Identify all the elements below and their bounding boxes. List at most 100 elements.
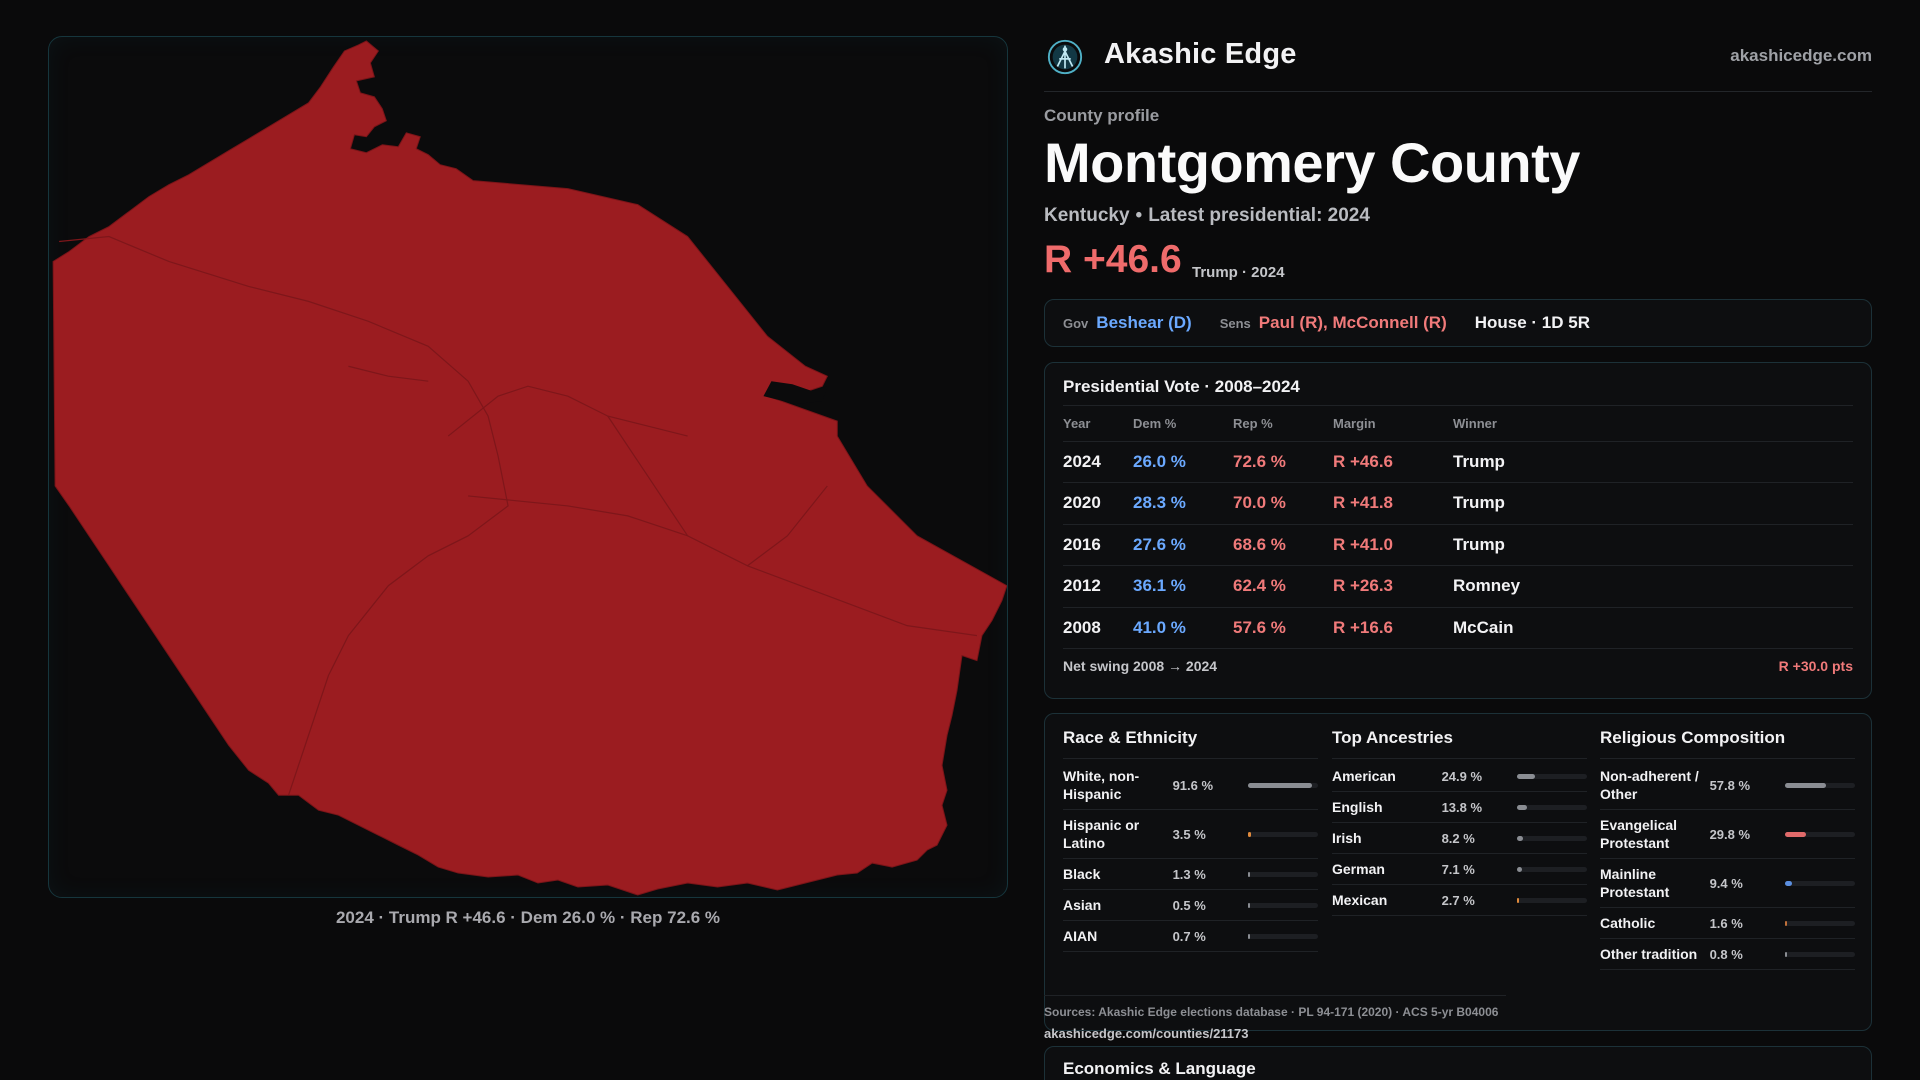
demographic-label: Hispanic or Latino: [1063, 817, 1140, 851]
table-row[interactable]: 2012 36.1 % 62.4 % R +26.3 Romney: [1063, 565, 1853, 608]
demographic-pct: 24.9 %: [1441, 768, 1483, 784]
cell-year: 2016: [1063, 524, 1133, 566]
presidential-vote-title: Presidential Vote · 2008–2024: [1063, 377, 1300, 396]
cell-rep: 70.0 %: [1233, 482, 1333, 525]
cell-winner: Trump: [1453, 524, 1853, 566]
demographic-pct: 2.7 %: [1441, 892, 1475, 908]
demographic-row: English 13.8 %: [1332, 792, 1587, 823]
demographic-bar-fill: [1517, 773, 1535, 779]
sources-url[interactable]: akashicedge.com/counties/21173: [1044, 1026, 1249, 1041]
demographic-pct: 0.8 %: [1709, 946, 1743, 962]
religion-column: Religious Composition Non-adherent / Oth…: [1600, 728, 1855, 970]
demographic-pct: 13.8 %: [1441, 799, 1483, 815]
officials-card: Gov Beshear (D) Sens Paul (R), McConnell…: [1044, 299, 1872, 347]
net-swing-label: Net swing 2008 → 2024: [1063, 658, 1218, 674]
headline-margin-note: Trump · 2024: [1192, 264, 1285, 281]
brand-bar: Akashic Edge akashicedge.com: [1044, 32, 1872, 92]
cell-winner: Romney: [1453, 565, 1853, 608]
demographic-label: Irish: [1332, 830, 1362, 846]
demographic-bar: [1517, 773, 1587, 779]
demographic-row: Irish 8.2 %: [1332, 823, 1587, 854]
demographic-bar: [1248, 902, 1318, 908]
cell-winner: Trump: [1453, 482, 1853, 525]
demographic-bar: [1517, 897, 1587, 903]
ancestries-title: Top Ancestries: [1332, 728, 1453, 747]
cell-dem: 27.6 %: [1133, 524, 1233, 566]
cell-winner: McCain: [1453, 607, 1853, 649]
demographic-bar: [1785, 831, 1855, 837]
race-ethnicity-title: Race & Ethnicity: [1063, 728, 1198, 747]
table-row[interactable]: 2020 28.3 % 70.0 % R +41.8 Trump: [1063, 482, 1853, 525]
demographic-bar-fill: [1517, 804, 1527, 810]
akashic-logo-icon[interactable]: [1046, 38, 1084, 76]
senators-names[interactable]: Paul (R), McConnell (R): [1258, 313, 1447, 332]
demographic-pct: 29.8 %: [1709, 826, 1751, 842]
demographic-label: American: [1332, 768, 1396, 784]
river-cutout: [763, 381, 828, 405]
demographic-pct: 3.5 %: [1172, 826, 1206, 842]
demographic-label: Mainline Protestant: [1600, 866, 1670, 900]
demographic-row: German 7.1 %: [1332, 854, 1587, 885]
ancestries-column: Top Ancestries American 24.9 % English 13.8…: [1332, 728, 1587, 916]
demographic-pct: 1.3 %: [1172, 866, 1206, 882]
demographic-row: Mexican 2.7 %: [1332, 885, 1587, 916]
cell-margin: R +46.6: [1333, 441, 1453, 483]
col-margin: Margin: [1333, 407, 1453, 442]
demographic-row: Black 1.3 %: [1063, 859, 1318, 890]
map-caption: 2024 · Trump R +46.6 · Dem 26.0 % · Rep …: [335, 908, 721, 927]
headline-margin: R +46.6: [1044, 238, 1182, 281]
precinct-borders: [59, 235, 978, 796]
governor-name[interactable]: Beshear (D): [1096, 313, 1192, 332]
demographic-bar-fill: [1517, 835, 1523, 841]
demographic-label: AIAN: [1063, 928, 1098, 944]
cell-margin: R +41.0: [1333, 524, 1453, 566]
demographic-bar-fill: [1248, 902, 1251, 908]
col-rep: Rep %: [1233, 407, 1333, 442]
county-subtitle: Kentucky • Latest presidential: 2024: [1044, 205, 1370, 226]
cell-rep: 72.6 %: [1233, 441, 1333, 483]
demographic-row: American 24.9 %: [1332, 761, 1587, 792]
demographic-bar: [1785, 920, 1855, 926]
net-swing-value: R +30.0 pts: [1778, 658, 1853, 674]
page-title: Montgomery County: [1044, 131, 1580, 194]
demographic-bar: [1785, 880, 1855, 886]
table-row[interactable]: 2008 41.0 % 57.6 % R +16.6 McCain: [1063, 607, 1853, 649]
brand-url[interactable]: akashicedge.com: [1730, 46, 1872, 65]
demographics-card: Race & Ethnicity White, non-Hispanic 91.6…: [1044, 713, 1872, 1031]
cell-margin: R +26.3: [1333, 565, 1453, 608]
table-row[interactable]: 2024 26.0 % 72.6 % R +46.6 Trump: [1063, 441, 1853, 483]
cell-dem: 41.0 %: [1133, 607, 1233, 649]
latest-election: Latest presidential: 2024: [1148, 205, 1370, 226]
cell-rep: 68.6 %: [1233, 524, 1333, 566]
brand-name[interactable]: Akashic Edge: [1104, 38, 1297, 70]
demographic-label: Mexican: [1332, 892, 1388, 908]
county-map[interactable]: [48, 36, 1008, 898]
demographic-label: White, non-Hispanic: [1063, 768, 1140, 802]
cell-winner: Trump: [1453, 441, 1853, 483]
state-name: Kentucky: [1044, 205, 1130, 226]
cell-dem: 36.1 %: [1133, 565, 1233, 608]
county-shape[interactable]: [52, 40, 1007, 896]
sources-text: Sources: Akashic Edge elections database…: [1044, 1005, 1499, 1019]
demographic-bar-fill: [1248, 933, 1251, 939]
table-row[interactable]: 2016 27.6 % 68.6 % R +41.0 Trump: [1063, 524, 1853, 566]
demographic-pct: 9.4 %: [1709, 875, 1743, 891]
demographic-bar: [1785, 782, 1855, 788]
gov-label: Gov: [1063, 316, 1089, 331]
demographic-bar-fill: [1248, 782, 1313, 788]
demographic-bar-fill: [1785, 782, 1826, 788]
demographic-label: Black: [1063, 866, 1101, 882]
demographic-bar-fill: [1248, 831, 1251, 837]
demographic-row: Evangelical Protestant 29.8 %: [1600, 810, 1855, 859]
cell-margin: R +41.8: [1333, 482, 1453, 525]
cell-margin: R +16.6: [1333, 607, 1453, 649]
demographic-bar-fill: [1785, 951, 1788, 957]
cell-dem: 26.0 %: [1133, 441, 1233, 483]
demographic-row: Other tradition 0.8 %: [1600, 939, 1855, 970]
religion-title: Religious Composition: [1600, 728, 1786, 747]
demographic-pct: 8.2 %: [1441, 830, 1475, 846]
demographic-label: English: [1332, 799, 1383, 815]
cell-year: 2012: [1063, 565, 1133, 608]
demographic-row: Mainline Protestant 9.4 %: [1600, 859, 1855, 908]
demographic-bar-fill: [1517, 866, 1523, 872]
